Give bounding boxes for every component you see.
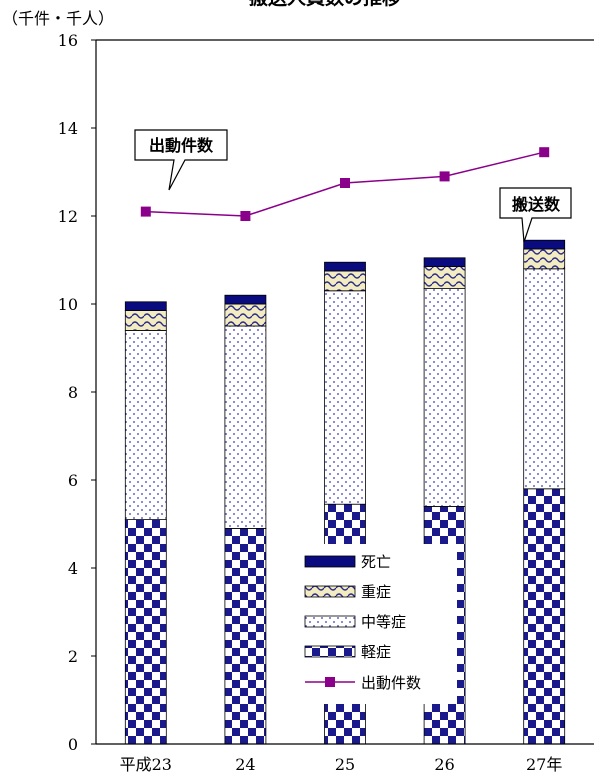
bar-segment — [325, 291, 366, 504]
callout-bars-text: 搬送数 — [512, 195, 561, 214]
legend-swatch — [305, 586, 355, 597]
bar-segment — [424, 267, 465, 289]
chart-title: 搬送人員数の推移 — [249, 0, 401, 9]
bar-segment — [225, 295, 266, 304]
x-tick-label: 26 — [434, 755, 454, 774]
y-axis-unit-label: （千件・千人） — [2, 9, 114, 28]
y-tick-label: 10 — [58, 295, 78, 314]
x-tick-label: 25 — [335, 755, 355, 774]
legend-line-marker — [325, 677, 335, 687]
bar-segment — [125, 520, 166, 744]
bar-segment — [125, 311, 166, 331]
bar-segment — [325, 271, 366, 291]
legend-swatch — [305, 616, 355, 627]
bar-segment — [524, 269, 565, 489]
legend-label: 出動件数 — [361, 674, 421, 692]
y-tick-label: 14 — [58, 119, 78, 138]
bar-segment — [325, 262, 366, 271]
x-tick-label: 24 — [235, 755, 255, 774]
line-point — [141, 207, 151, 217]
line-point — [440, 171, 450, 181]
bar-segment — [125, 330, 166, 519]
legend-label: 中等症 — [361, 613, 406, 631]
x-axis: 平成23 24 25 26 27年 — [96, 744, 594, 774]
legend-swatch — [305, 646, 355, 657]
legend-label: 軽症 — [361, 643, 391, 661]
x-tick-label: 平成23 — [120, 755, 172, 774]
line-point — [240, 211, 250, 221]
bar-segment — [424, 289, 465, 507]
y-tick-label: 16 — [58, 31, 78, 50]
y-tick-label: 4 — [68, 559, 78, 578]
legend-label: 重症 — [361, 583, 391, 601]
bar-segment — [225, 304, 266, 326]
line-point — [340, 178, 350, 188]
y-tick-label: 12 — [58, 207, 78, 226]
y-tick-label: 2 — [68, 647, 78, 666]
callout-line-text: 出動件数 — [149, 136, 214, 155]
legend-label: 死亡 — [361, 553, 391, 571]
bar-segment — [125, 302, 166, 311]
bar-segment — [524, 489, 565, 744]
y-tick-label: 6 — [68, 471, 78, 490]
y-tick-label: 8 — [68, 383, 78, 402]
bar-segment — [225, 528, 266, 744]
x-tick-label: 27年 — [526, 755, 562, 774]
line-point — [539, 147, 549, 157]
bar-segment — [225, 326, 266, 528]
bar-segment — [424, 258, 465, 267]
bar-segment — [524, 249, 565, 269]
legend-swatch — [305, 556, 355, 567]
bar-segment — [524, 240, 565, 249]
y-tick-label: 0 — [68, 735, 78, 754]
